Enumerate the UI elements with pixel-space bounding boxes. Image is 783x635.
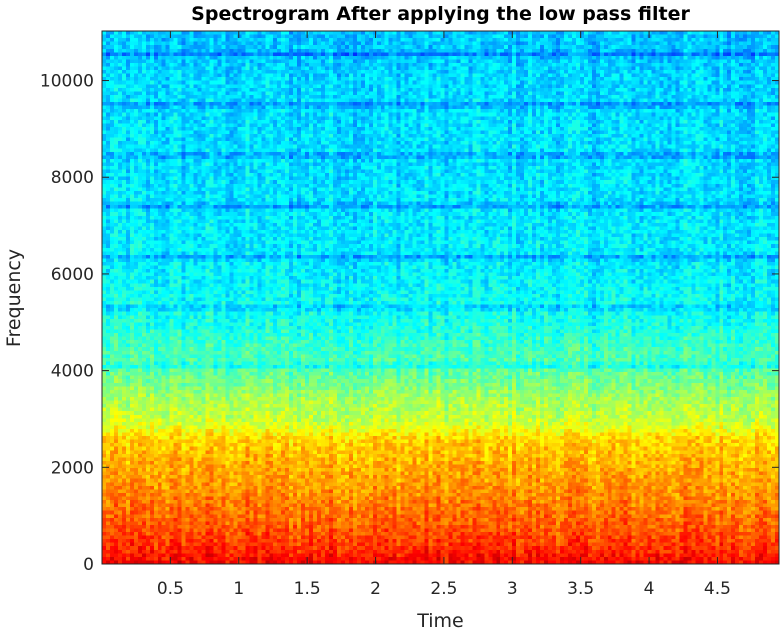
- spectrogram-heatmap: [102, 31, 779, 564]
- x-tick-label: 3.5: [567, 579, 594, 599]
- x-tick-label: 4: [644, 579, 655, 599]
- x-tick-label: 0.5: [157, 579, 184, 599]
- y-axis-label: Frequency: [3, 249, 25, 347]
- x-tick-label: 3: [507, 579, 518, 599]
- y-tick-label: 6000: [51, 265, 94, 285]
- y-tick-label: 10000: [40, 72, 94, 92]
- y-tick-label: 0: [83, 555, 94, 575]
- y-tick-label: 4000: [51, 362, 94, 382]
- x-tick-label: 1: [233, 579, 244, 599]
- x-axis-label: Time: [102, 610, 779, 632]
- x-tick-label: 1.5: [294, 579, 321, 599]
- y-tick-label: 2000: [51, 458, 94, 478]
- x-tick-label: 2: [370, 579, 381, 599]
- y-tick-label: 8000: [51, 168, 94, 188]
- x-tick-label: 4.5: [704, 579, 731, 599]
- x-tick-label: 2.5: [430, 579, 457, 599]
- spectrogram-image: [102, 31, 779, 564]
